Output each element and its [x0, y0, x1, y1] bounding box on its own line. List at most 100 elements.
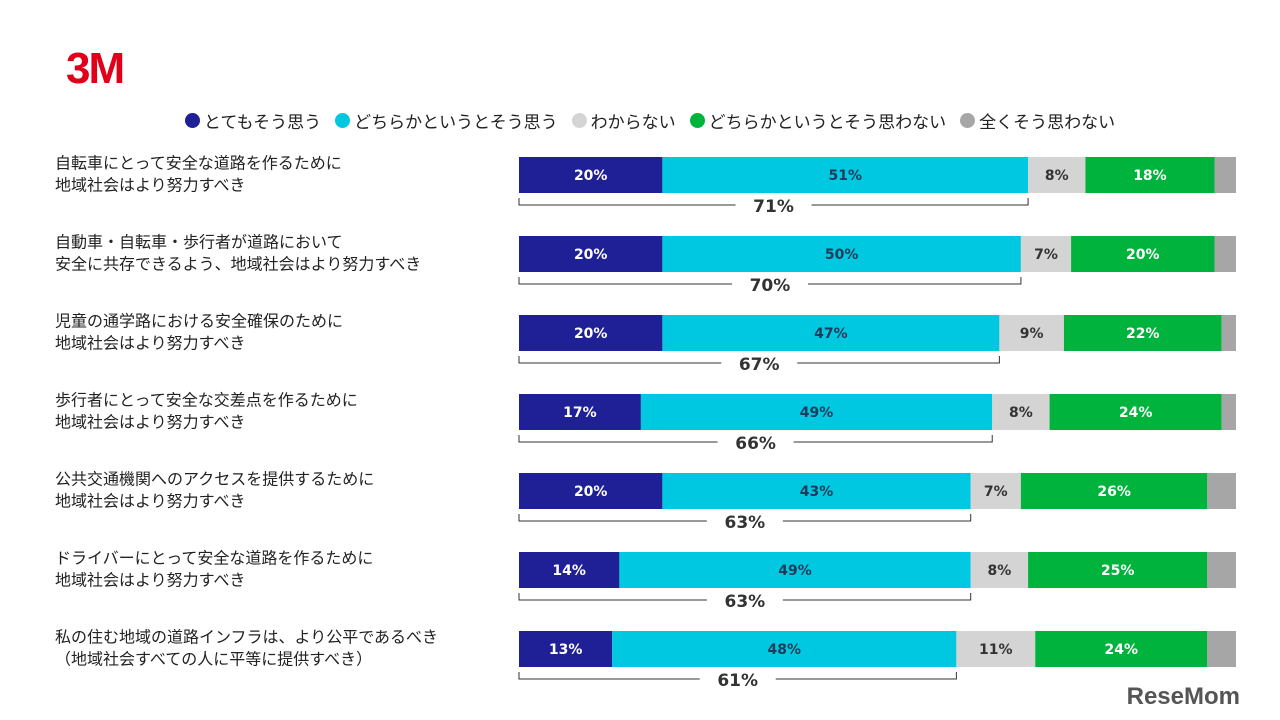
legend-swatch: [689, 113, 705, 128]
value-label: 9%: [1020, 326, 1044, 342]
category-label: （地域社会すべての人に平等に提供すべき）: [55, 650, 372, 669]
legend-item: どちらかというとそう思う: [335, 108, 558, 133]
bar-segment: [662, 473, 971, 509]
category-label: 公共交通機関へのアクセスを提供するために: [55, 470, 374, 489]
bar-segment: [1020, 236, 1072, 272]
bar-segment: [1063, 315, 1222, 351]
value-label: 49%: [800, 405, 834, 421]
value-label: 51%: [828, 168, 862, 184]
bar-segment: [662, 315, 1000, 351]
category-label: 自転車にとって安全な道路を作るために: [55, 154, 342, 173]
value-label: 50%: [825, 247, 859, 263]
bar-segment: [640, 394, 993, 430]
category-label: 児童の通学路における安全確保のために: [55, 312, 343, 331]
bar-segment: [1221, 315, 1236, 351]
value-label: 8%: [1045, 168, 1069, 184]
bar-segment: [970, 552, 1029, 588]
total-bracket: [518, 198, 1029, 206]
bar-segment: [519, 552, 620, 588]
bar-segment: [519, 315, 663, 351]
value-label: 24%: [1119, 405, 1153, 421]
watermark: ReseMom: [1126, 683, 1240, 710]
category-label: 地域社会はより努力すべき: [55, 571, 246, 590]
category-label: 歩行者にとって安全な交差点を作るために: [55, 391, 358, 410]
value-label: 20%: [1126, 247, 1160, 263]
total-bracket: [518, 672, 957, 680]
total-bracket: [518, 277, 1022, 285]
legend-label: とてもそう思う: [203, 113, 322, 133]
bar-segment: [1049, 394, 1222, 430]
value-label: 49%: [778, 563, 812, 579]
bar-segment: [1020, 473, 1208, 509]
value-label: 11%: [979, 642, 1013, 658]
category-label: 地域社会はより努力すべき: [55, 176, 246, 195]
bar-segment: [1071, 236, 1215, 272]
value-label: 20%: [574, 326, 608, 342]
category-label: 地域社会はより努力すべき: [55, 492, 246, 511]
category-label: 地域社会はより努力すべき: [55, 334, 246, 353]
legend-label: わからない: [590, 113, 676, 133]
value-label: 24%: [1105, 642, 1139, 658]
legend: とてもそう思う どちらかというとそう思う わからない どちらかというとそう思わない 全く…: [0, 108, 1280, 133]
bar-segment: [1214, 236, 1236, 272]
bar-segment: [1207, 552, 1236, 588]
total-label: 63%: [725, 513, 766, 533]
legend-label: 全くそう思わない: [979, 113, 1116, 133]
bar-segment: [519, 236, 663, 272]
bar-segment: [1028, 157, 1086, 193]
value-label: 8%: [1009, 405, 1033, 421]
total-bracket: [518, 514, 972, 522]
value-label: 22%: [1126, 326, 1160, 342]
legend-item: どちらかというとそう思わない: [689, 108, 946, 133]
total-bracket: [518, 356, 1000, 364]
value-label: 47%: [814, 326, 848, 342]
value-label: 20%: [574, 168, 608, 184]
value-label: 7%: [1034, 247, 1058, 263]
value-label: 25%: [1101, 563, 1135, 579]
value-label: 20%: [574, 247, 608, 263]
bar-segment: [1035, 631, 1208, 667]
bar-segment: [519, 157, 663, 193]
bar-segment: [519, 631, 613, 667]
value-label: 20%: [574, 484, 608, 500]
bar-segment: [619, 552, 971, 588]
legend-item: わからない: [571, 108, 676, 133]
total-label: 61%: [717, 671, 758, 691]
legend-label: どちらかというとそう思う: [354, 113, 558, 133]
bar-segment: [992, 394, 1050, 430]
total-bracket: [518, 435, 993, 443]
value-label: 48%: [768, 642, 802, 658]
legend-swatch: [335, 113, 351, 128]
category-label: 安全に共存できるよう、地域社会はより努力すべき: [55, 255, 421, 274]
legend-swatch: [571, 113, 587, 128]
total-label: 67%: [739, 355, 780, 375]
bar-segment: [662, 236, 1021, 272]
total-bracket: [518, 593, 972, 601]
bar-segment: [970, 473, 1021, 509]
total-label: 63%: [725, 592, 766, 612]
value-label: 43%: [800, 484, 834, 500]
bar-segment: [662, 157, 1029, 193]
bar-segment: [1214, 157, 1236, 193]
value-label: 8%: [987, 563, 1011, 579]
total-label: 71%: [753, 197, 794, 217]
category-label: ドライバーにとって安全な道路を作るために: [55, 549, 373, 568]
bar-segment: [1028, 552, 1208, 588]
legend-swatch: [960, 113, 976, 128]
total-label: 70%: [750, 276, 791, 296]
bar-segment: [519, 473, 663, 509]
bar-segment: [1221, 394, 1236, 430]
bar-segment: [1085, 157, 1215, 193]
logo: 3M: [66, 44, 125, 93]
legend-item: 全くそう思わない: [960, 108, 1115, 133]
category-label: 私の住む地域の道路インフラは、より公平であるべき: [55, 628, 438, 647]
category-label: 地域社会はより努力すべき: [55, 413, 246, 432]
value-label: 18%: [1133, 168, 1167, 184]
value-label: 14%: [552, 563, 586, 579]
total-label: 66%: [735, 434, 776, 454]
value-label: 26%: [1097, 484, 1131, 500]
legend-item: とてもそう思う: [184, 108, 322, 133]
legend-swatch: [184, 113, 200, 128]
